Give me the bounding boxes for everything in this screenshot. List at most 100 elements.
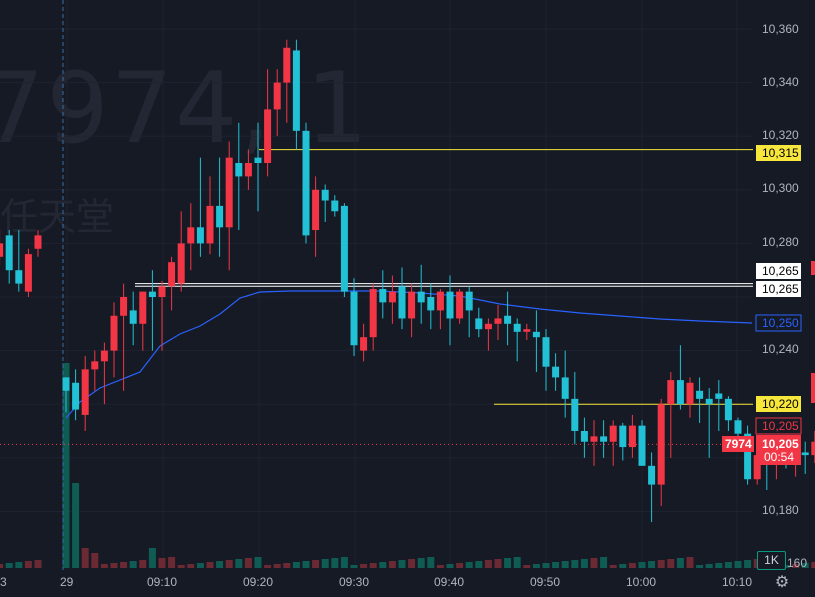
volume-bar: [100, 564, 108, 568]
volume-bar: [225, 560, 233, 568]
volume-bar: [350, 565, 358, 568]
candle-body: [283, 47, 291, 83]
candle-body: [34, 235, 42, 249]
volume-bar: [340, 557, 348, 568]
candle-body: [24, 254, 32, 292]
volume-bar: [379, 562, 387, 568]
candle-body: [676, 380, 684, 405]
candle-body: [494, 318, 502, 324]
volume-bar: [734, 561, 742, 568]
time-tick-29: 29: [60, 575, 74, 589]
candle-body: [129, 310, 137, 324]
volume-bar: [648, 561, 656, 568]
volume-bar: [475, 561, 483, 568]
volume-bar: [715, 563, 723, 568]
volume-tick-160: 160: [787, 556, 807, 570]
candle-body: [657, 404, 665, 485]
volume-bar: [34, 560, 42, 568]
volume-bar: [571, 560, 579, 568]
candle-body: [648, 465, 656, 485]
candle-body: [15, 270, 23, 284]
label-countdown: 00:54: [764, 450, 794, 464]
candles[interactable]: [0, 39, 815, 523]
volume-scale-badge[interactable]: 1K: [757, 551, 786, 570]
volume-bar: [254, 557, 262, 568]
candle-body: [273, 82, 281, 110]
volume-bar: [216, 561, 224, 568]
volume-bar: [244, 558, 252, 568]
candle-body: [609, 425, 617, 442]
volume-bar: [177, 565, 185, 568]
volume-bar: [561, 561, 569, 568]
candle-body: [667, 380, 675, 405]
candle-body: [408, 291, 416, 319]
time-tick-0920: 09:20: [243, 575, 273, 589]
candle-body: [705, 398, 713, 405]
volume-bar: [619, 564, 627, 568]
candle-body: [552, 366, 560, 378]
time-tick-1000: 10:00: [626, 575, 656, 589]
volume-bar: [273, 564, 281, 568]
volume-bar: [638, 562, 646, 568]
price-tick-10180: 10,180: [762, 503, 799, 517]
volume-bar: [580, 559, 588, 568]
horizontal-lines[interactable]: [0, 149, 753, 445]
candle-body: [398, 286, 406, 319]
candle-body: [120, 297, 128, 316]
volume-bar: [408, 559, 416, 568]
candle-body: [801, 452, 809, 456]
candle-body: [523, 329, 531, 332]
volume-bar: [120, 562, 128, 568]
volume-bar: [129, 561, 137, 568]
candle-body: [0, 243, 4, 257]
volume-bar: [360, 564, 368, 568]
volume-bar: [62, 363, 70, 568]
label-symbol-tag: 7974: [725, 437, 752, 451]
volume-bar: [465, 562, 473, 568]
volume-bar: [484, 560, 492, 568]
candle-body: [110, 315, 118, 351]
volume-bar: [5, 563, 13, 568]
volume-bar: [187, 564, 195, 568]
volume-bar: [110, 563, 118, 568]
gear-icon[interactable]: ⚙: [774, 574, 790, 591]
volume-bar: [744, 560, 752, 568]
volume-bar: [417, 558, 425, 568]
candle-body: [302, 130, 310, 236]
price-tick-10300: 10,300: [762, 181, 799, 195]
candle-body: [168, 262, 176, 287]
volume-bar: [148, 548, 156, 568]
volume-bar: [283, 563, 291, 568]
candle-body: [244, 163, 252, 177]
volume-bar: [532, 564, 540, 568]
candle-body: [360, 337, 368, 351]
volume-bar: [523, 565, 531, 568]
volume-bar: [196, 563, 204, 568]
candle-body: [196, 227, 204, 244]
candle-body: [91, 361, 99, 370]
candle-body: [638, 425, 646, 466]
candle-body: [340, 205, 348, 292]
candle-body: [177, 243, 185, 284]
volume-bar: [792, 564, 800, 568]
candle-body: [139, 291, 147, 324]
candle-body: [696, 390, 704, 399]
volume-bar: [600, 557, 608, 568]
time-tick-0930: 09:30: [339, 575, 369, 589]
candle-body: [254, 157, 262, 163]
candle-body: [148, 291, 156, 297]
label-white-1: 10,265: [762, 264, 799, 278]
volume-bar: [504, 558, 512, 568]
volume-bar: [292, 562, 300, 568]
volume-bar: [24, 561, 32, 568]
candle-body: [475, 318, 483, 330]
time-tick-0910: 09:10: [147, 575, 177, 589]
volume-bar: [542, 563, 550, 568]
volume-bar: [811, 562, 815, 568]
time-tick-0940: 09:40: [434, 575, 464, 589]
candle-body: [590, 436, 598, 442]
volume-bar: [0, 564, 4, 568]
volume-bar: [705, 564, 713, 568]
volume-bar: [81, 548, 89, 568]
